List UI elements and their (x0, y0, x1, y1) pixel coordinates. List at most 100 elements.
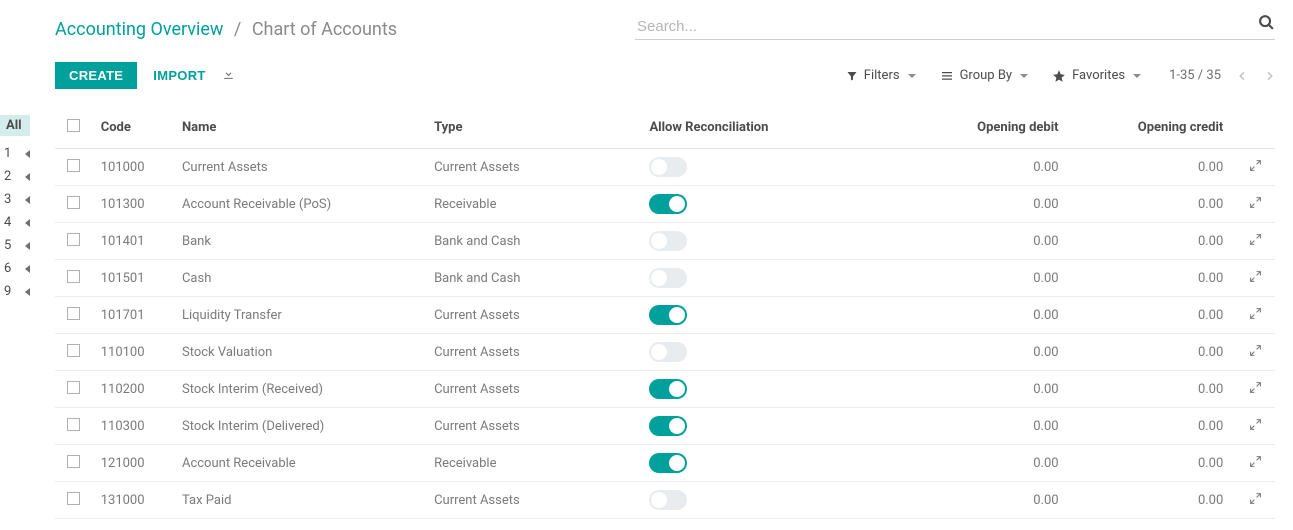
cell-opening-debit: 0.00 (906, 297, 1071, 334)
reconciliation-toggle[interactable] (649, 157, 687, 177)
search-container (635, 14, 1275, 40)
header-reconciliation[interactable]: Allow Reconciliation (641, 107, 905, 149)
table-row[interactable]: 121000Account ReceivableReceivable0.000.… (55, 445, 1275, 482)
expand-icon[interactable] (1249, 159, 1262, 176)
cell-opening-credit: 0.00 (1071, 408, 1236, 445)
filters-dropdown[interactable]: Filters (846, 68, 916, 83)
table-row[interactable]: 101501CashBank and Cash0.000.00 (55, 260, 1275, 297)
search-icon[interactable] (1258, 14, 1275, 36)
cell-code: 101701 (93, 297, 174, 334)
import-button[interactable]: IMPORT (153, 68, 205, 83)
expand-icon[interactable] (1249, 381, 1262, 398)
favorites-label: Favorites (1072, 68, 1125, 83)
cell-opening-credit: 0.00 (1071, 445, 1236, 482)
expand-icon[interactable] (1249, 492, 1262, 509)
header-opening-debit[interactable]: Opening debit (906, 107, 1071, 149)
row-checkbox[interactable] (67, 381, 80, 394)
cell-opening-credit: 0.00 (1071, 149, 1236, 186)
cell-code: 101000 (93, 149, 174, 186)
cell-name: Liquidity Transfer (174, 297, 426, 334)
expand-icon[interactable] (1249, 270, 1262, 287)
reconciliation-toggle[interactable] (649, 231, 687, 251)
groupby-dropdown[interactable]: Group By (940, 68, 1029, 83)
cell-opening-credit: 0.00 (1071, 371, 1236, 408)
cell-code: 110300 (93, 408, 174, 445)
expand-icon[interactable] (1249, 418, 1262, 435)
cell-opening-credit: 0.00 (1071, 260, 1236, 297)
cell-code: 131000 (93, 482, 174, 519)
cell-type: Current Assets (426, 482, 641, 519)
breadcrumb-link[interactable]: Accounting Overview (55, 19, 223, 40)
search-input[interactable] (635, 14, 1275, 40)
reconciliation-toggle[interactable] (649, 268, 687, 288)
cell-opening-debit: 0.00 (906, 260, 1071, 297)
index-item[interactable]: 3 (0, 188, 55, 211)
row-checkbox[interactable] (67, 492, 80, 505)
cell-code: 121000 (93, 445, 174, 482)
cell-type: Current Assets (426, 149, 641, 186)
breadcrumb-separator: / (234, 19, 241, 40)
accounts-table: Code Name Type Allow Reconciliation Open… (55, 107, 1275, 519)
row-checkbox[interactable] (67, 159, 80, 172)
caret-left-icon (25, 173, 30, 181)
index-item[interactable]: 4 (0, 211, 55, 234)
cell-code: 101300 (93, 186, 174, 223)
expand-icon[interactable] (1249, 344, 1262, 361)
download-icon[interactable] (222, 67, 235, 84)
index-item[interactable]: 2 (0, 165, 55, 188)
index-item[interactable]: 9 (0, 280, 55, 303)
table-row[interactable]: 110100Stock ValuationCurrent Assets0.000… (55, 334, 1275, 371)
caret-left-icon (25, 242, 30, 250)
expand-icon[interactable] (1249, 196, 1262, 213)
header-opening-credit[interactable]: Opening credit (1071, 107, 1236, 149)
cell-opening-credit: 0.00 (1071, 297, 1236, 334)
star-icon (1052, 69, 1066, 83)
reconciliation-toggle[interactable] (649, 416, 687, 436)
caret-down-icon (1020, 74, 1028, 78)
reconciliation-toggle[interactable] (649, 490, 687, 510)
row-checkbox[interactable] (67, 196, 80, 209)
favorites-dropdown[interactable]: Favorites (1052, 68, 1141, 83)
row-checkbox[interactable] (67, 344, 80, 357)
select-all-checkbox[interactable] (67, 119, 80, 132)
caret-left-icon (25, 219, 30, 227)
cell-opening-debit: 0.00 (906, 408, 1071, 445)
table-row[interactable]: 101300Account Receivable (PoS)Receivable… (55, 186, 1275, 223)
header-type[interactable]: Type (426, 107, 641, 149)
table-row[interactable]: 110200Stock Interim (Received)Current As… (55, 371, 1275, 408)
row-checkbox[interactable] (67, 233, 80, 246)
expand-icon[interactable] (1249, 233, 1262, 250)
reconciliation-toggle[interactable] (649, 379, 687, 399)
row-checkbox[interactable] (67, 307, 80, 320)
row-checkbox[interactable] (67, 270, 80, 283)
reconciliation-toggle[interactable] (649, 194, 687, 214)
reconciliation-toggle[interactable] (649, 305, 687, 325)
cell-opening-debit: 0.00 (906, 334, 1071, 371)
cell-opening-credit: 0.00 (1071, 186, 1236, 223)
cell-name: Tax Paid (174, 482, 426, 519)
table-row[interactable]: 101701Liquidity TransferCurrent Assets0.… (55, 297, 1275, 334)
index-item[interactable]: 6 (0, 257, 55, 280)
filters-label: Filters (864, 68, 900, 83)
row-checkbox[interactable] (67, 455, 80, 468)
index-item[interactable]: 1 (0, 142, 55, 165)
create-button[interactable]: CREATE (55, 62, 137, 89)
reconciliation-toggle[interactable] (649, 342, 687, 362)
groupby-label: Group By (960, 68, 1013, 83)
pager-prev[interactable] (1237, 68, 1248, 84)
table-row[interactable]: 110300Stock Interim (Delivered)Current A… (55, 408, 1275, 445)
index-all[interactable]: All (0, 115, 30, 136)
table-row[interactable]: 131000Tax PaidCurrent Assets0.000.00 (55, 482, 1275, 519)
index-item[interactable]: 5 (0, 234, 55, 257)
table-row[interactable]: 101000Current AssetsCurrent Assets0.000.… (55, 149, 1275, 186)
header-code[interactable]: Code (93, 107, 174, 149)
pager-next[interactable] (1264, 68, 1275, 84)
row-checkbox[interactable] (67, 418, 80, 431)
breadcrumb: Accounting Overview / Chart of Accounts (55, 19, 397, 40)
header-name[interactable]: Name (174, 107, 426, 149)
cell-name: Bank (174, 223, 426, 260)
table-row[interactable]: 101401BankBank and Cash0.000.00 (55, 223, 1275, 260)
expand-icon[interactable] (1249, 455, 1262, 472)
expand-icon[interactable] (1249, 307, 1262, 324)
reconciliation-toggle[interactable] (649, 453, 687, 473)
